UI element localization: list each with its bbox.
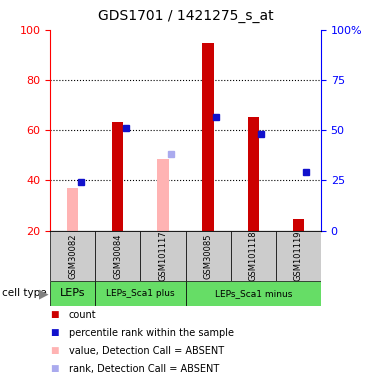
Text: rank, Detection Call = ABSENT: rank, Detection Call = ABSENT [69,364,219,374]
Bar [293,219,304,231]
Bar [231,231,276,281]
Bar [186,281,321,306]
Bar [186,231,231,281]
Text: value, Detection Call = ABSENT: value, Detection Call = ABSENT [69,346,224,356]
Text: ■: ■ [50,346,59,355]
Bar [50,231,95,281]
Text: GSM101117: GSM101117 [158,231,167,281]
Text: GSM101118: GSM101118 [249,231,258,281]
Text: percentile rank within the sample: percentile rank within the sample [69,328,234,338]
Bar [67,188,78,231]
Bar [157,159,168,231]
Bar [247,117,259,231]
Text: count: count [69,310,96,320]
Bar [50,281,95,306]
Text: LEPs: LEPs [60,288,85,298]
Bar [140,231,186,281]
Text: GSM30085: GSM30085 [204,233,213,279]
Bar [95,231,140,281]
Bar [203,42,214,231]
Text: ■: ■ [50,328,59,338]
Bar [276,231,321,281]
Text: ■: ■ [50,310,59,320]
Text: GSM30082: GSM30082 [68,233,77,279]
Text: cell type: cell type [2,288,46,298]
Bar [95,281,186,306]
Text: ▶: ▶ [39,287,49,300]
Bar [112,122,124,231]
Text: ■: ■ [50,364,59,374]
Text: LEPs_Sca1 plus: LEPs_Sca1 plus [106,289,175,298]
Text: GSM30084: GSM30084 [113,233,122,279]
Text: GDS1701 / 1421275_s_at: GDS1701 / 1421275_s_at [98,9,273,23]
Text: GSM101119: GSM101119 [294,231,303,281]
Text: LEPs_Sca1 minus: LEPs_Sca1 minus [214,289,292,298]
